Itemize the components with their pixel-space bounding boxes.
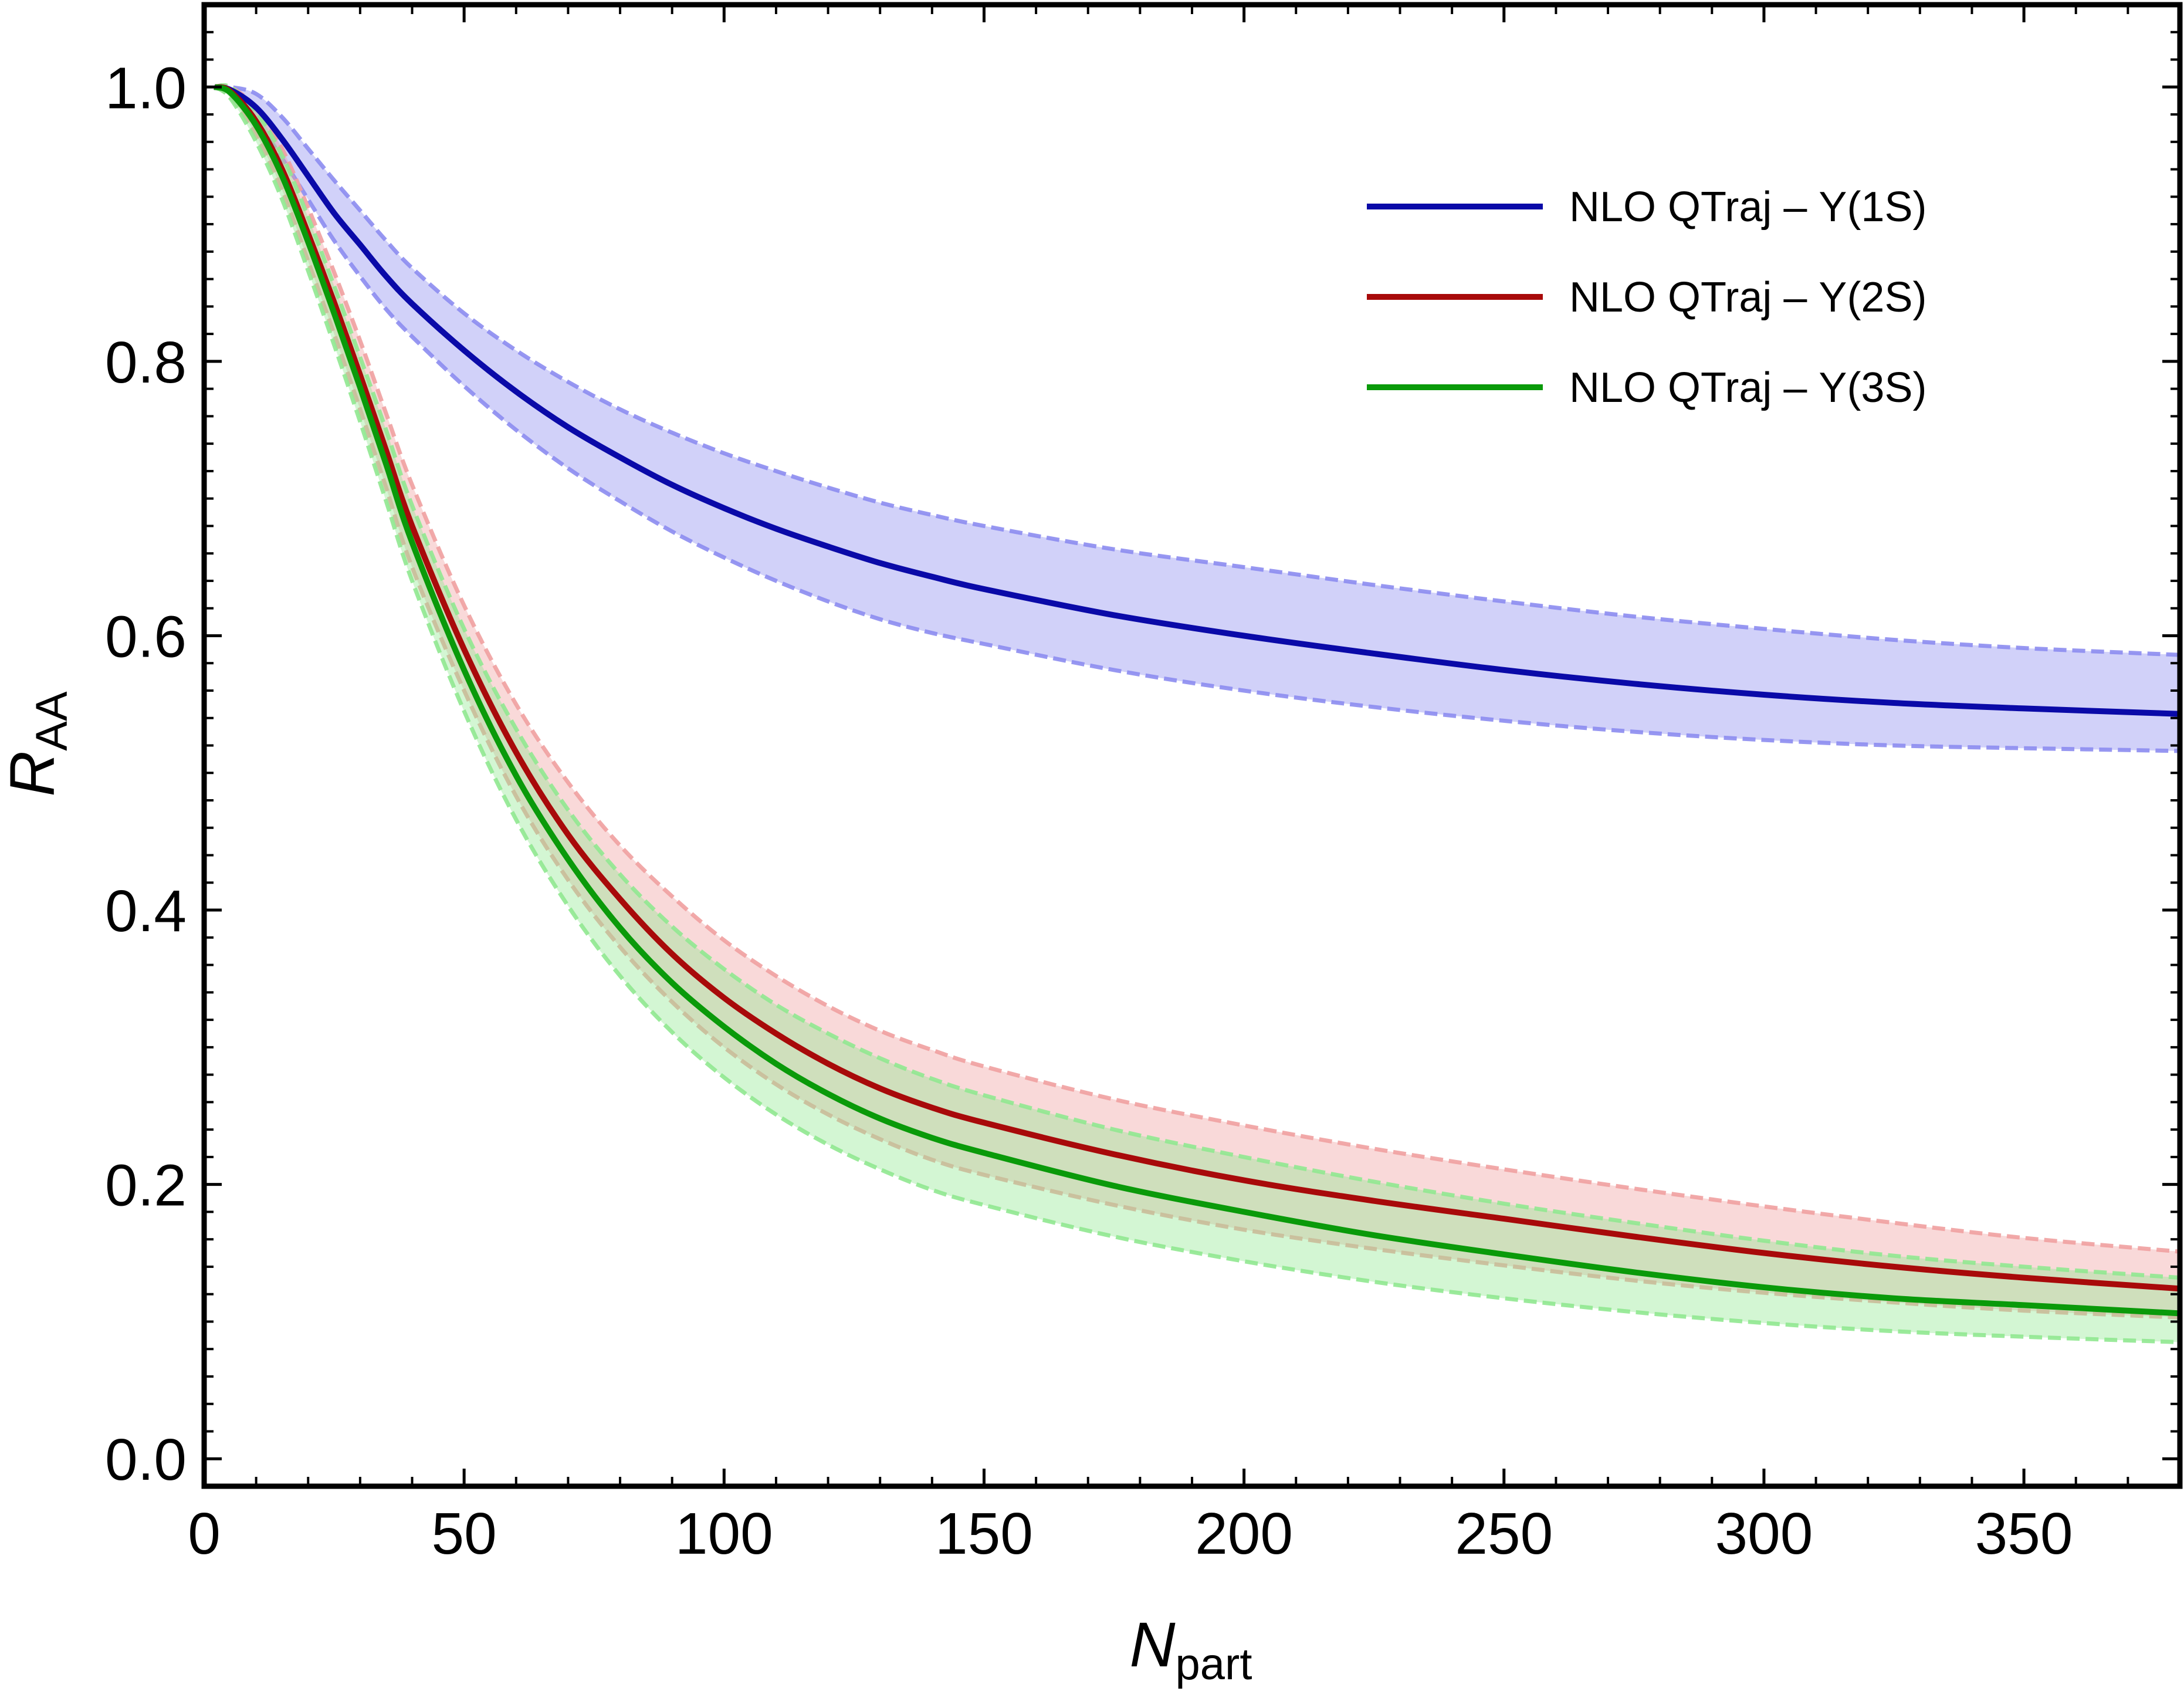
y-axis-title-main: R bbox=[0, 751, 67, 797]
x-tick-label: 100 bbox=[675, 1501, 773, 1567]
x-tick-label: 250 bbox=[1455, 1501, 1553, 1567]
series-1-band-lower-edge bbox=[214, 84, 2180, 753]
y-tick-label: 1.0 bbox=[105, 55, 187, 121]
series-1-band-upper-edge bbox=[214, 84, 2180, 657]
series-2-band-upper-edge bbox=[214, 83, 2180, 1254]
y-axis-title-subscript: AA bbox=[27, 691, 77, 751]
series-2-band-lower-edge bbox=[213, 85, 2180, 1320]
series-3-line bbox=[214, 84, 2180, 1317]
y-tick-label: 0.4 bbox=[105, 878, 187, 944]
y-tick-label: 0.2 bbox=[105, 1153, 187, 1219]
series-1-line bbox=[214, 84, 2180, 717]
series-1-uncertainty-band bbox=[214, 86, 2180, 751]
x-axis-title-main: N bbox=[1130, 1609, 1176, 1680]
y-tick-label: 0.6 bbox=[105, 604, 187, 669]
x-axis-title-subscript: part bbox=[1176, 1639, 1252, 1689]
x-tick-label: 300 bbox=[1715, 1501, 1813, 1567]
legend-label-1: NLO QTraj – Υ(1S) bbox=[1569, 184, 1926, 231]
series-3-band-upper-edge bbox=[214, 83, 2180, 1280]
x-tick-label: 350 bbox=[1975, 1501, 2073, 1567]
x-tick-label: 150 bbox=[935, 1501, 1033, 1567]
series-3-uncertainty-band bbox=[214, 85, 2180, 1342]
legend-label-2: NLO QTraj – Υ(2S) bbox=[1569, 274, 1926, 321]
x-tick-label: 50 bbox=[432, 1501, 497, 1567]
x-tick-label: 200 bbox=[1195, 1501, 1293, 1567]
x-axis-title: Npart bbox=[1130, 1609, 1252, 1689]
legend-label-3: NLO QTraj – Υ(3S) bbox=[1569, 364, 1926, 411]
legend: NLO QTraj – Υ(1S) NLO QTraj – Υ(2S) NLO QT… bbox=[1367, 184, 1926, 411]
y-axis-title: RAA bbox=[0, 691, 77, 797]
y-tick-label: 0.0 bbox=[105, 1427, 187, 1493]
series-2-line bbox=[214, 84, 2180, 1292]
series-3-band-lower-edge bbox=[213, 85, 2180, 1344]
ticks-layer: 0 50 100 150 200 250 300 350 0.0 0.2 0.4 0.6 0.8 1.0 bbox=[105, 5, 2180, 1567]
x-tick-label: 0 bbox=[188, 1501, 221, 1567]
svg-text:RAA: RAA bbox=[0, 691, 77, 797]
y-tick-label: 0.8 bbox=[105, 330, 187, 395]
line-layer bbox=[214, 84, 2180, 1317]
